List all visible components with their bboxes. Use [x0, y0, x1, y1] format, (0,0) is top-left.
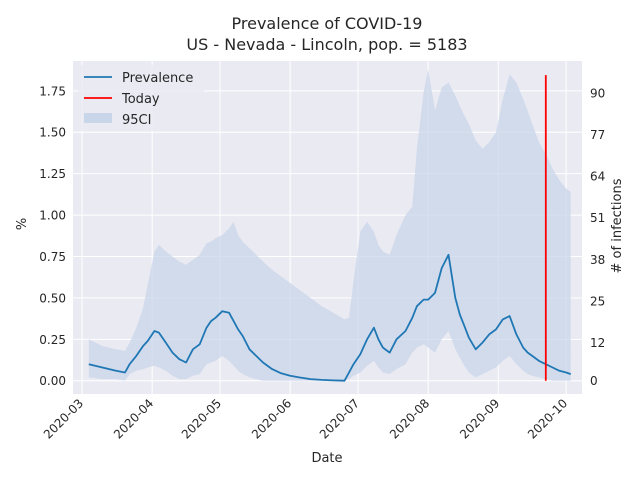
prevalence-line — [88, 253, 572, 382]
y-axis-ticks: 0.00 0.25 0.50 0.75 1.00 1.25 1.50 1.75 — [39, 84, 66, 388]
chart-title-line-1: Prevalence of COVID-19 — [232, 14, 423, 33]
y-tick-label: 0.00 — [39, 374, 66, 388]
y2-tick-label: 51 — [590, 211, 605, 225]
y2-tick-label: 25 — [590, 294, 605, 308]
legend-today-label: Today — [121, 92, 160, 107]
ci-band — [88, 69, 571, 381]
y2-tick-label: 38 — [590, 253, 605, 267]
y2-tick-label: 64 — [590, 170, 605, 184]
y2-tick-label: 90 — [590, 87, 605, 101]
y-tick-label: 1.00 — [39, 209, 66, 223]
y2-axis-ticks: 0 12 25 38 51 64 77 90 — [590, 87, 605, 389]
legend-prevalence-label: Prevalence — [122, 71, 193, 86]
y2-tick-label: 12 — [590, 336, 605, 350]
y-tick-label: 0.75 — [39, 250, 66, 264]
x-axis-label: Date — [311, 451, 342, 466]
y2-tick-label: 77 — [590, 128, 605, 142]
y-axis-label: % — [15, 218, 30, 230]
legend-95ci-label: 95CI — [122, 113, 151, 128]
legend-95ci-swatch — [84, 113, 112, 123]
y-tick-label: 1.75 — [39, 84, 66, 98]
y-tick-label: 1.25 — [39, 167, 66, 181]
y-tick-label: 0.50 — [39, 291, 66, 305]
chart-title-line-2: US - Nevada - Lincoln, pop. = 5183 — [186, 35, 467, 54]
y-tick-label: 1.50 — [39, 126, 66, 140]
legend: Prevalence Today 95CI — [78, 65, 204, 131]
y2-tick-label: 0 — [590, 374, 598, 388]
y2-axis-label: # of infections — [610, 178, 625, 273]
y-tick-label: 0.25 — [39, 333, 66, 347]
